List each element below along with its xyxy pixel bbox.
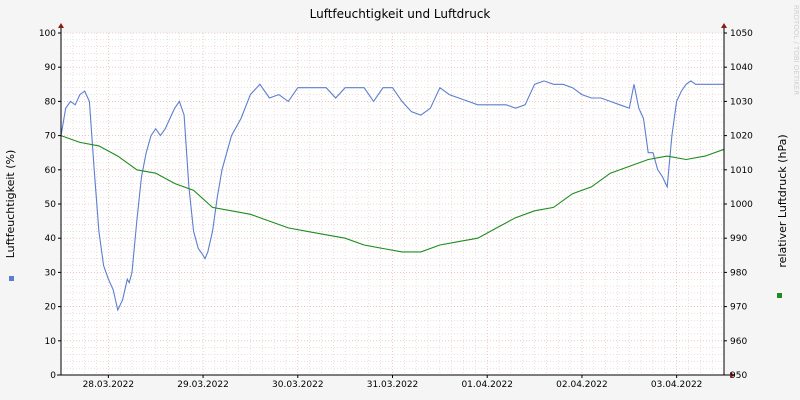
series-line-pressure	[60, 135, 725, 253]
y-left-tick-label: 70	[45, 132, 57, 142]
y-right-tick-label: 1010	[730, 166, 753, 176]
x-tick-label: 01.04.2022	[461, 380, 513, 390]
y-left-axis-label: Luftfeuchtigkeit (%)	[4, 150, 17, 259]
y-right-tick-label: 980	[730, 268, 747, 278]
y-left-tick-label: 90	[45, 63, 57, 73]
tick-labels: 0102030405060708090100950960970980990100…	[39, 29, 753, 390]
legend-swatch-humidity	[9, 276, 14, 281]
y-right-tick-label: 1000	[730, 200, 753, 210]
x-tick-label: 29.03.2022	[177, 380, 229, 390]
series-layer	[60, 80, 725, 312]
y-right-tick-label: 1040	[730, 63, 753, 73]
y-left-tick-label: 40	[45, 234, 57, 244]
y-left-tick-label: 30	[45, 268, 57, 278]
x-axis-arrow	[730, 372, 735, 378]
y-right-tick-label: 1030	[730, 97, 753, 107]
series-line-humidity	[60, 80, 724, 312]
y-right-tick-label: 990	[730, 234, 747, 244]
axes	[57, 23, 735, 378]
y-right-tick-label: 970	[730, 303, 747, 313]
y-left-tick-label: 10	[45, 337, 57, 347]
y-right-tick-label: 1050	[730, 29, 753, 39]
y-left-tick-label: 80	[45, 97, 57, 107]
grid	[60, 32, 725, 376]
y-left-tick-label: 60	[45, 166, 57, 176]
x-tick-label: 28.03.2022	[83, 380, 135, 390]
y-right-tick-label: 960	[730, 337, 747, 347]
x-tick-label: 02.04.2022	[556, 380, 608, 390]
y-left-tick-label: 20	[45, 303, 57, 313]
y-right-tick-label: 950	[730, 371, 747, 381]
y-left-axis-arrow	[58, 23, 64, 28]
y-right-tick-label: 1020	[730, 132, 753, 142]
x-tick-label: 03.04.2022	[651, 380, 703, 390]
y-left-tick-label: 100	[39, 29, 56, 39]
y-left-tick-label: 0	[50, 371, 56, 381]
x-tick-label: 31.03.2022	[367, 380, 419, 390]
y-left-tick-label: 50	[45, 200, 57, 210]
x-tick-label: 30.03.2022	[272, 380, 324, 390]
legend-swatch-pressure	[777, 293, 782, 298]
y-right-axis-arrow	[721, 23, 727, 28]
watermark: RRDTOOL / TOBI OETIKER	[792, 5, 800, 95]
chart-title: Luftfeuchtigkeit und Luftdruck	[310, 7, 491, 21]
y-right-axis-label: relativer Luftdruck (hPa)	[776, 134, 789, 267]
